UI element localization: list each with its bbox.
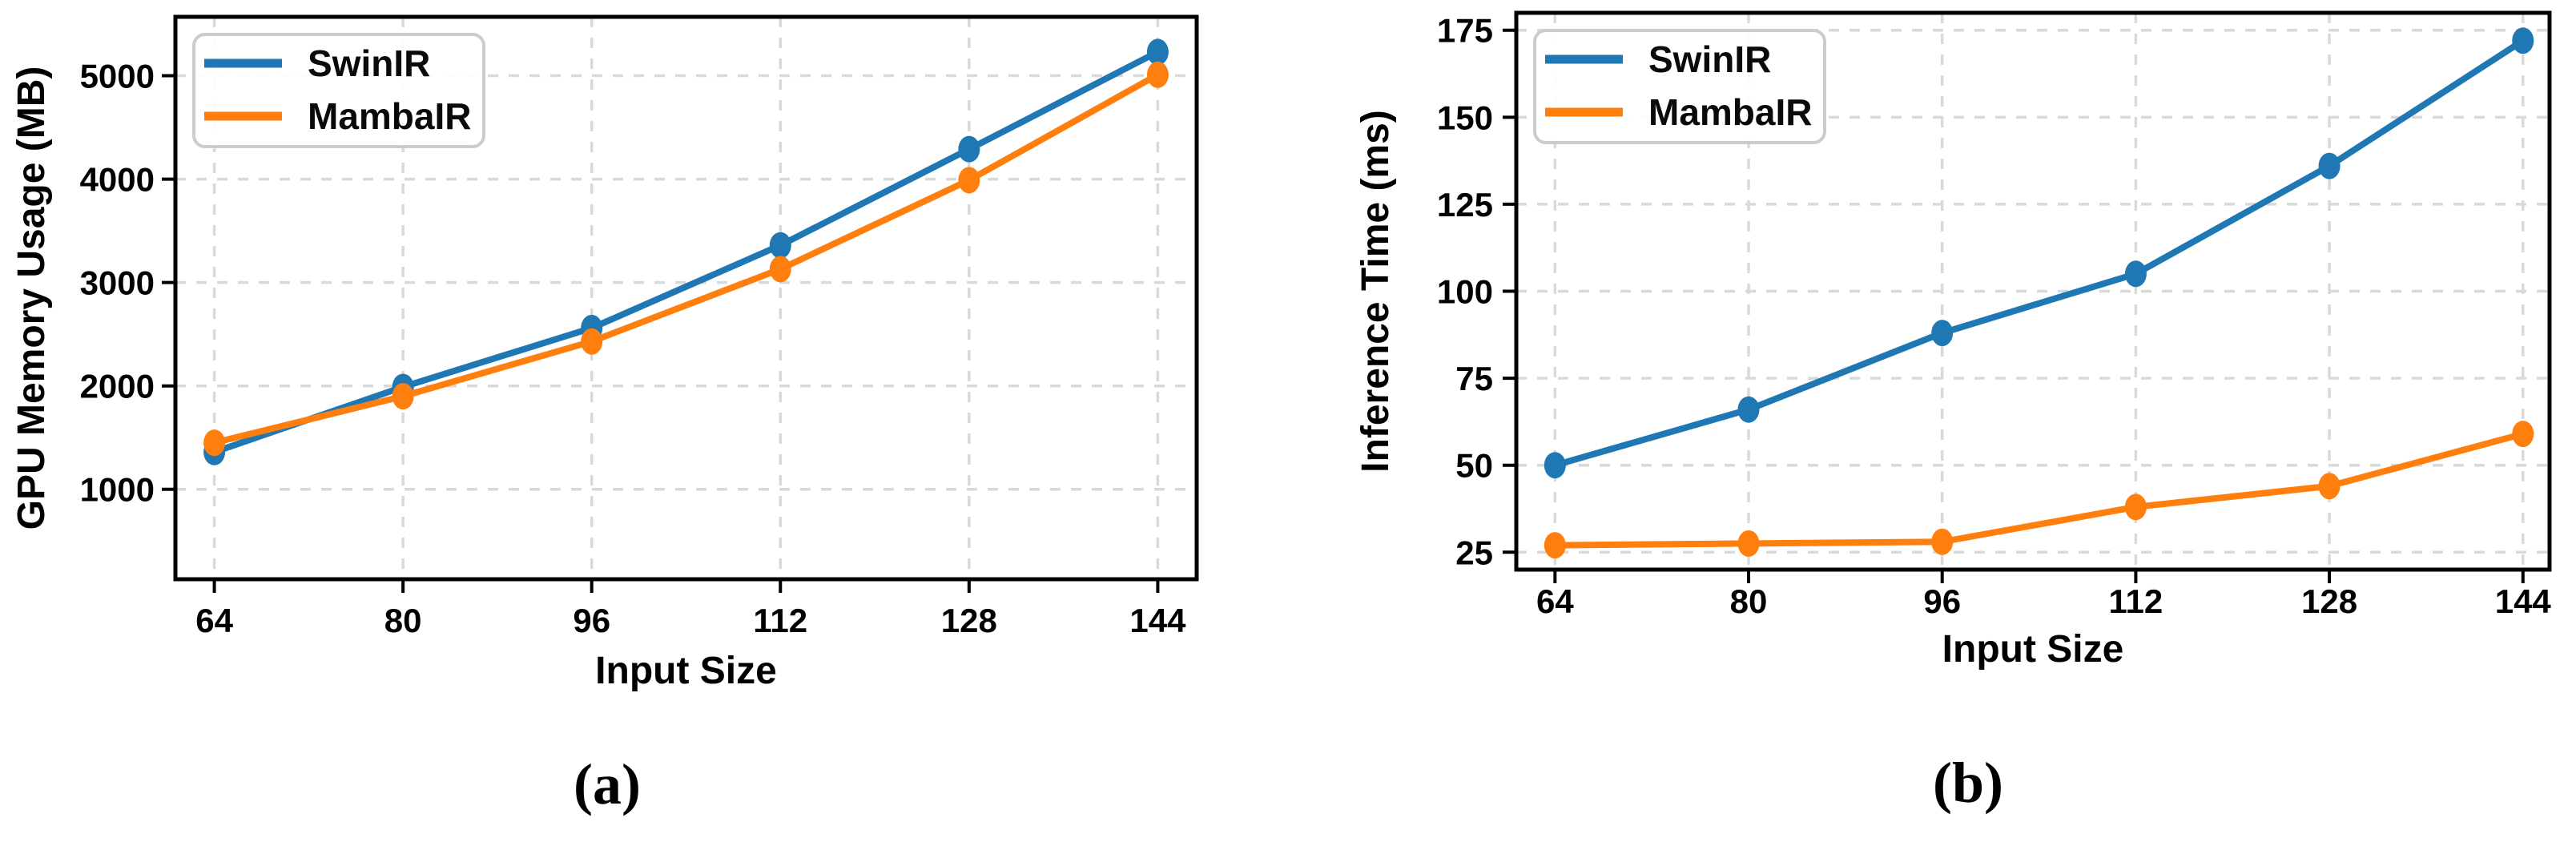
- y-tick-label: 2000: [80, 368, 155, 405]
- data-point-marker: [2318, 152, 2341, 179]
- x-tick-label: 96: [573, 602, 610, 639]
- data-point-marker: [958, 135, 980, 163]
- data-point-marker: [2124, 494, 2147, 521]
- series-swinir: [1544, 27, 2534, 479]
- data-point-marker: [958, 167, 980, 194]
- y-axis: 1000 2000 3000 4000 5000: [80, 58, 175, 509]
- legend: SwinIR MambaIR: [1533, 29, 1826, 144]
- y-axis: 25 50 75 100 125 150 175: [1437, 12, 1516, 571]
- series-line: [211, 48, 1161, 456]
- x-axis: 64 80 96 112 128 144: [195, 579, 1186, 639]
- x-axis-label: Input Size: [1942, 628, 2124, 671]
- x-tick-label: 64: [195, 602, 233, 639]
- legend-label-swinir: SwinIR: [308, 42, 430, 84]
- y-tick-label: 75: [1455, 360, 1493, 397]
- data-point-marker: [1737, 530, 1760, 557]
- series-line: [1552, 37, 2526, 469]
- legend-label-mambair: MambaIR: [308, 95, 471, 137]
- y-tick-label: 5000: [80, 58, 155, 95]
- plot-border: [173, 14, 1199, 582]
- x-tick-label: 112: [753, 602, 807, 639]
- y-tick-label: 175: [1437, 12, 1493, 50]
- x-axis-label: Input Size: [595, 650, 777, 692]
- legend-label-mambair: MambaIR: [1648, 91, 1812, 133]
- data-point-marker: [2512, 421, 2534, 448]
- series-mambair: [203, 61, 1169, 457]
- caption-a: (a): [574, 752, 641, 816]
- y-tick-label: 4000: [80, 161, 155, 199]
- x-tick-label: 80: [384, 602, 422, 639]
- series-line: [211, 71, 1161, 446]
- y-tick-label: 100: [1437, 273, 1493, 311]
- data-point-marker: [2124, 260, 2147, 288]
- y-tick-label: 125: [1437, 186, 1493, 224]
- data-point-marker: [1146, 38, 1169, 66]
- series-line: [1552, 430, 2526, 549]
- data-point-marker: [1931, 320, 1954, 347]
- x-tick-label: 80: [1730, 582, 1768, 620]
- y-axis-label: GPU Memory Usage (MB): [10, 66, 53, 530]
- data-point-marker: [2512, 27, 2534, 54]
- data-point-marker: [1146, 61, 1169, 88]
- y-tick-label: 50: [1455, 447, 1493, 485]
- x-tick-label: 144: [2495, 582, 2552, 620]
- data-point-marker: [769, 256, 791, 283]
- y-axis-label: Inference Time (ms): [1354, 110, 1397, 473]
- legend: SwinIR MambaIR: [192, 33, 485, 148]
- x-tick-label: 64: [1536, 582, 1574, 620]
- y-tick-label: 1000: [80, 471, 155, 509]
- data-point-marker: [1544, 532, 1566, 559]
- data-point-marker: [392, 383, 414, 410]
- data-point-marker: [581, 328, 603, 355]
- y-tick-label: 150: [1437, 99, 1493, 136]
- x-axis: 64 80 96 112 128 144: [1536, 570, 2551, 620]
- data-point-marker: [1737, 396, 1760, 423]
- y-tick-label: 25: [1455, 534, 1493, 571]
- series-mambair: [1544, 421, 2534, 559]
- caption-b: (b): [1933, 751, 2003, 815]
- data-point-marker: [203, 429, 226, 457]
- x-tick-label: 144: [1129, 602, 1186, 639]
- x-tick-label: 112: [2109, 582, 2163, 620]
- x-tick-label: 128: [941, 602, 997, 639]
- x-tick-label: 96: [1923, 582, 1961, 620]
- y-tick-label: 3000: [80, 264, 155, 302]
- data-point-marker: [1544, 452, 1566, 479]
- data-point-marker: [1931, 528, 1954, 555]
- x-tick-label: 128: [2301, 582, 2357, 620]
- legend-label-swinir: SwinIR: [1648, 38, 1771, 80]
- data-point-marker: [769, 232, 791, 259]
- data-point-marker: [2318, 473, 2341, 500]
